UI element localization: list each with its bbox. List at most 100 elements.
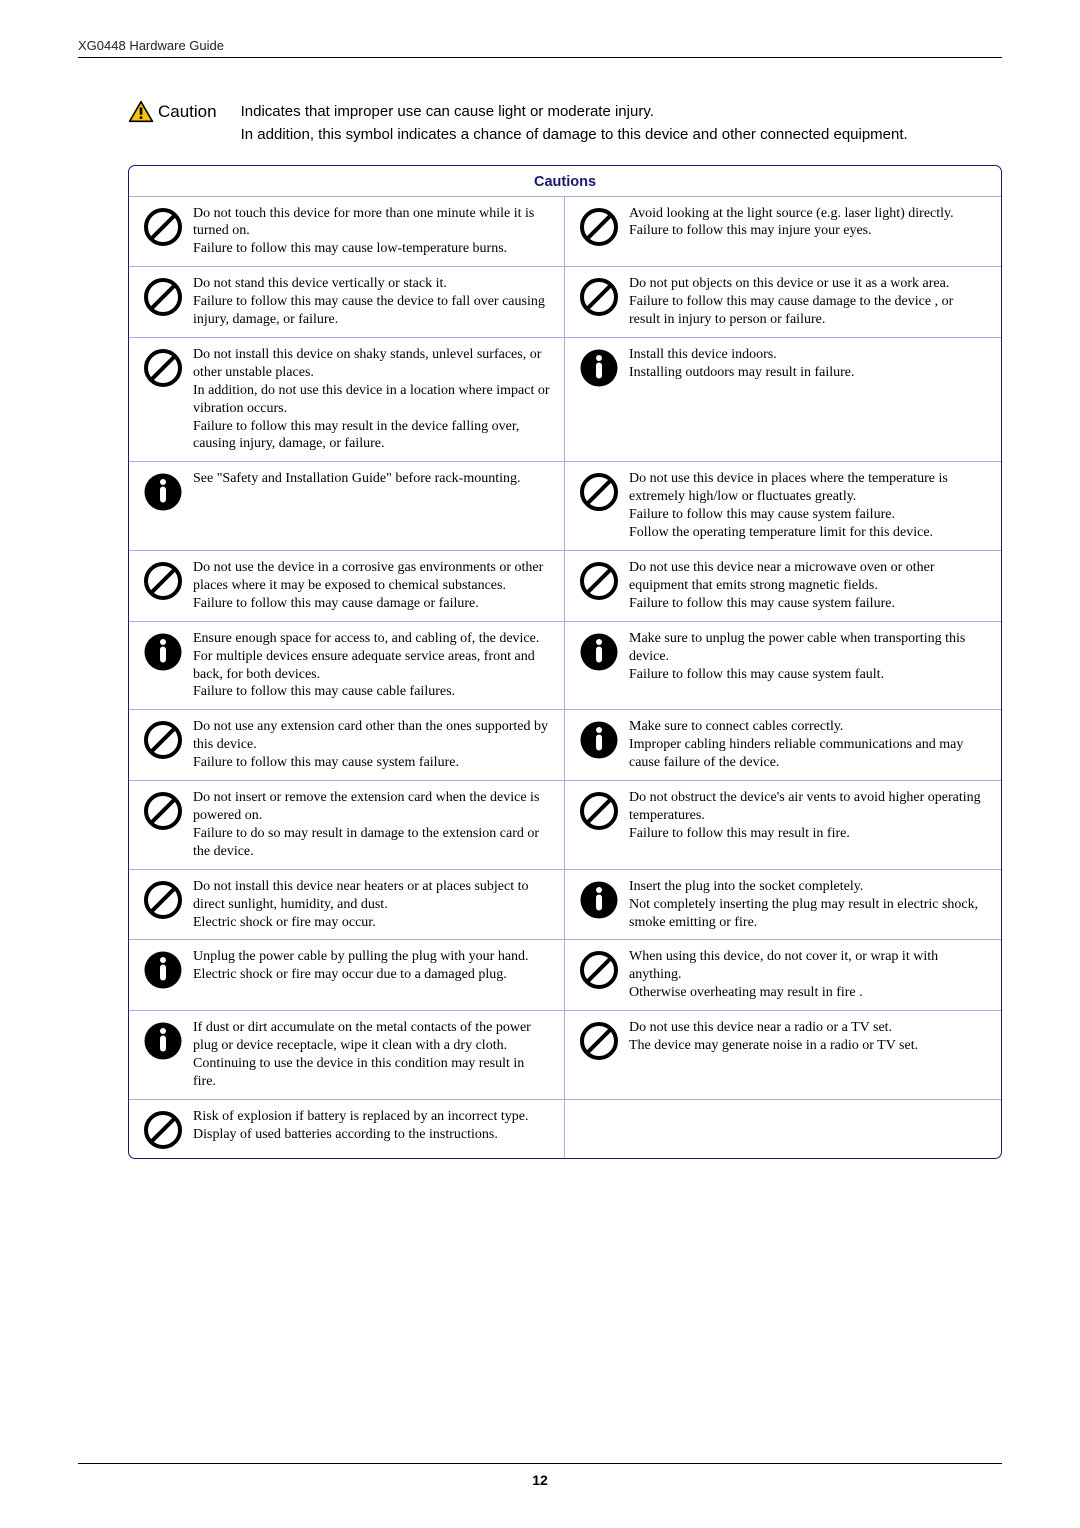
mandatory-icon [579,632,619,672]
prohibit-icon [143,791,183,831]
table-cell: Do not install this device near heaters … [129,870,565,940]
cell-text: Do not use this device near a microwave … [623,559,991,613]
cell-text: When using this device, do not cover it,… [623,948,991,1002]
cell-text: Do not put objects on this device or use… [623,275,991,329]
cell-text: Ensure enough space for access to, and c… [187,630,554,702]
table-row: Do not use any extension card other than… [129,710,1001,781]
table-cell: Install this device indoors.Installing o… [565,338,1001,461]
table-cell [565,1100,1001,1158]
cell-icon [139,1108,187,1150]
cell-text: Unplug the power cable by pulling the pl… [187,948,533,1002]
table-cell: Do not use the device in a corrosive gas… [129,551,565,621]
cell-icon [139,878,187,932]
caution-desc-line1: Indicates that improper use can cause li… [241,100,908,123]
table-cell: Do not obstruct the device's air vents t… [565,781,1001,869]
cautions-rows: Do not touch this device for more than o… [129,197,1001,1158]
mandatory-icon [579,348,619,388]
cell-text: Do not obstruct the device's air vents t… [623,789,991,861]
cell-icon [575,559,623,613]
table-cell: See "Safety and Installation Guide" befo… [129,462,565,550]
table-cell: Unplug the power cable by pulling the pl… [129,940,565,1010]
cell-text: Risk of explosion if battery is replaced… [187,1108,554,1150]
cell-icon [575,205,623,259]
table-cell: Do not install this device on shaky stan… [129,338,565,461]
table-cell: If dust or dirt accumulate on the metal … [129,1011,565,1099]
cell-text: Make sure to connect cables correctly.Im… [623,718,991,772]
cell-text: Do not insert or remove the extension ca… [187,789,554,861]
mandatory-icon [143,950,183,990]
table-cell: Do not use this device in places where t… [565,462,1001,550]
cell-icon [575,878,623,932]
caution-description: Indicates that improper use can cause li… [241,100,908,147]
table-cell: Do not touch this device for more than o… [129,197,565,267]
cell-text: Do not install this device near heaters … [187,878,554,932]
cell-icon [575,718,623,772]
prohibit-icon [579,950,619,990]
cell-icon [139,470,187,542]
prohibit-icon [579,561,619,601]
mandatory-icon [579,720,619,760]
table-cell: Avoid looking at the light source (e.g. … [565,197,1001,267]
prohibit-icon [579,791,619,831]
table-cell: Do not insert or remove the extension ca… [129,781,565,869]
cell-text: Avoid looking at the light source (e.g. … [623,205,958,259]
caution-heading-block: Caution Indicates that improper use can … [128,100,1002,147]
doc-header: XG0448 Hardware Guide [78,38,1002,53]
page-number: 12 [0,1472,1080,1488]
caution-desc-line2: In addition, this symbol indicates a cha… [241,123,908,146]
prohibit-icon [143,207,183,247]
footer-rule [78,1463,1002,1464]
cell-icon [139,789,187,861]
cell-icon [575,789,623,861]
mandatory-icon [143,1021,183,1061]
table-cell: Ensure enough space for access to, and c… [129,622,565,710]
table-row: Risk of explosion if battery is replaced… [129,1100,1001,1158]
mandatory-icon [143,472,183,512]
cell-icon [575,346,623,453]
cell-text: Do not install this device on shaky stan… [187,346,554,453]
table-cell: Do not use any extension card other than… [129,710,565,780]
table-cell: Make sure to connect cables correctly.Im… [565,710,1001,780]
table-row: If dust or dirt accumulate on the metal … [129,1011,1001,1100]
mandatory-icon [579,880,619,920]
prohibit-icon [143,277,183,317]
cell-icon [139,559,187,613]
table-row: Do not stand this device vertically or s… [129,267,1001,338]
table-row: Do not touch this device for more than o… [129,197,1001,268]
cell-text: Make sure to unplug the power cable when… [623,630,991,702]
cell-text: Do not use this device near a radio or a… [623,1019,922,1091]
cell-text: Do not touch this device for more than o… [187,205,554,259]
prohibit-icon [579,1021,619,1061]
table-row: Do not insert or remove the extension ca… [129,781,1001,870]
mandatory-icon [143,632,183,672]
prohibit-icon [579,207,619,247]
table-row: Unplug the power cable by pulling the pl… [129,940,1001,1011]
prohibit-icon [579,472,619,512]
table-cell: Insert the plug into the socket complete… [565,870,1001,940]
cell-icon [139,630,187,702]
cell-text: Do not stand this device vertically or s… [187,275,554,329]
cell-text: Insert the plug into the socket complete… [623,878,991,932]
cell-icon [575,275,623,329]
cell-icon [139,346,187,453]
cell-icon [575,470,623,542]
cell-text: If dust or dirt accumulate on the metal … [187,1019,554,1091]
table-cell: Risk of explosion if battery is replaced… [129,1100,565,1158]
caution-triangle-icon [128,100,154,123]
table-cell: When using this device, do not cover it,… [565,940,1001,1010]
table-row: Do not use the device in a corrosive gas… [129,551,1001,622]
cautions-table: Cautions Do not touch this device for mo… [128,165,1002,1159]
cell-text: Do not use this device in places where t… [623,470,991,542]
table-cell: Do not use this device near a radio or a… [565,1011,1001,1099]
cell-text: See "Safety and Installation Guide" befo… [187,470,525,542]
cell-icon [139,718,187,772]
prohibit-icon [143,880,183,920]
cell-icon [139,948,187,1002]
cell-icon [575,1019,623,1091]
table-row: Do not install this device near heaters … [129,870,1001,941]
caution-label: Caution [158,100,217,124]
table-cell: Do not put objects on this device or use… [565,267,1001,337]
table-cell: Do not use this device near a microwave … [565,551,1001,621]
prohibit-icon [143,561,183,601]
cell-text: Install this device indoors.Installing o… [623,346,859,453]
